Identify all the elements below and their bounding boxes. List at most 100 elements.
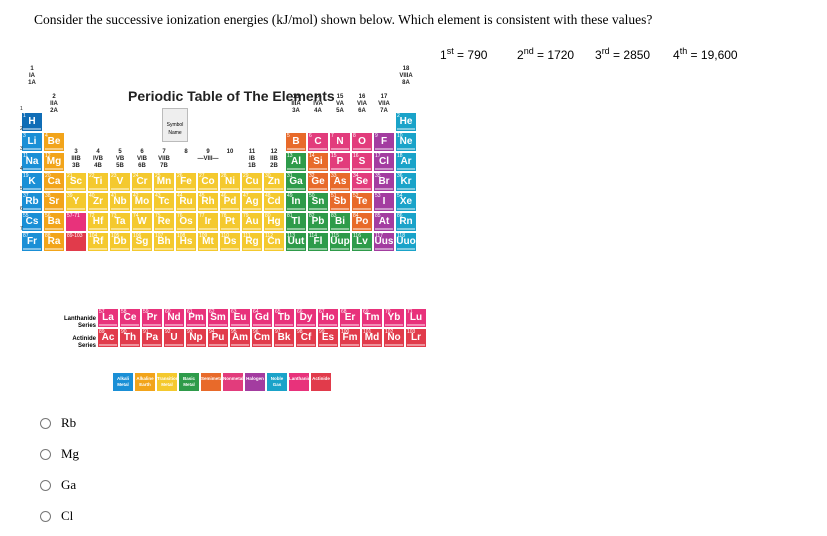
element-name-bar	[397, 168, 415, 170]
atomic-number: 63	[231, 309, 237, 315]
series-range: 89-103	[67, 233, 83, 239]
periodic-table-image: Periodic Table of The Elements Symbol Na…	[20, 66, 427, 392]
atomic-number: 14	[309, 153, 315, 159]
element-name-bar	[375, 248, 393, 250]
element-pb: 82 Pb	[307, 212, 329, 232]
element-sm: 62 Sm	[207, 308, 229, 328]
element-symbol: Fe	[180, 176, 192, 187]
atomic-number: 4	[45, 133, 48, 139]
atomic-number: 93	[187, 329, 193, 335]
element-name-bar	[309, 188, 327, 190]
element-bi: 83 Bi	[329, 212, 351, 232]
element-zr: 40 Zr	[87, 192, 109, 212]
element-name-bar	[45, 188, 63, 190]
option-mg[interactable]: Mg	[40, 445, 79, 463]
element-name-bar	[275, 324, 293, 326]
option-ga[interactable]: Ga	[40, 476, 76, 494]
radio-button[interactable]	[40, 417, 51, 429]
element-in: 49 In	[285, 192, 307, 212]
element-cr: 24 Cr	[131, 172, 153, 192]
element-name-bar	[231, 344, 249, 346]
element-name-bar	[23, 228, 41, 230]
element-tm: 69 Tm	[361, 308, 383, 328]
element-s: 16 S	[351, 152, 373, 172]
legend-transition: Transition Metal	[156, 372, 179, 392]
element-name-bar	[221, 208, 239, 210]
legend-halogen: Halogen	[244, 372, 266, 392]
element-name-bar	[309, 248, 327, 250]
element-lr: 103 Lr	[405, 328, 427, 348]
atomic-number: 102	[385, 329, 394, 335]
element-sn: 50 Sn	[307, 192, 329, 212]
option-rb[interactable]: Rb	[40, 414, 76, 432]
atomic-number: 115	[331, 233, 339, 239]
atomic-number: 13	[287, 153, 293, 159]
element-rn: 86 Rn	[395, 212, 417, 232]
element-name-bar	[45, 148, 63, 150]
element-sc: 21 Sc	[65, 172, 87, 192]
element-na: 11 Na	[21, 152, 43, 172]
element-be: 4 Be	[43, 132, 65, 152]
element-symbol: Re	[157, 216, 171, 227]
atomic-number: 83	[331, 213, 337, 219]
element-symbol: At	[378, 216, 390, 227]
element-name-bar	[199, 208, 217, 210]
atomic-number: 86	[397, 213, 403, 219]
element-symbol: Sm	[210, 312, 226, 323]
legend-basic: Basic Metal	[178, 372, 200, 392]
element-pt: 78 Pt	[219, 212, 241, 232]
option-cl[interactable]: Cl	[40, 507, 73, 525]
element-name-bar	[397, 128, 415, 130]
atomic-number: 46	[221, 193, 227, 199]
element-symbol: Po	[355, 216, 369, 227]
radio-button[interactable]	[40, 448, 51, 460]
atomic-number: 44	[177, 193, 183, 199]
element-symbol: Au	[245, 216, 259, 227]
element-name-bar	[297, 344, 315, 346]
radio-button[interactable]	[40, 479, 51, 491]
legend-nonmetal: Nonmetal	[222, 372, 244, 392]
element-os: 76 Os	[175, 212, 197, 232]
element-name-bar	[111, 228, 129, 230]
element-symbol: Al	[291, 156, 301, 167]
atomic-number: 15	[331, 153, 337, 159]
element-name-bar	[23, 188, 41, 190]
element-symbol: Nb	[113, 196, 127, 207]
element-symbol: Sg	[135, 236, 149, 247]
element-name-bar	[221, 188, 239, 190]
element-name-bar	[121, 324, 139, 326]
element-tc: 43 Tc	[153, 192, 175, 212]
element-ds: 110 Ds	[219, 232, 241, 252]
radio-button[interactable]	[40, 510, 51, 522]
atomic-number: 89	[99, 329, 105, 335]
element-name-bar	[67, 208, 85, 210]
element-tb: 65 Tb	[273, 308, 295, 328]
atomic-number: 52	[353, 193, 359, 199]
element-ra: 88 Ra	[43, 232, 65, 252]
period-number: 5	[20, 186, 23, 192]
atomic-number: 76	[177, 213, 183, 219]
element-name-bar	[397, 208, 415, 210]
element-ag: 47 Ag	[241, 192, 263, 212]
element-symbol: I	[382, 196, 386, 207]
group-header: 12 IIB 2B	[270, 149, 278, 169]
group-header: 13 IIIA 3A	[291, 94, 301, 114]
atomic-number: 78	[221, 213, 227, 219]
actinide-series-label: Actinide Series	[72, 336, 96, 349]
option-label: Ga	[61, 477, 77, 493]
element-name-bar	[111, 188, 129, 190]
element-symbol: Lr	[411, 332, 421, 343]
element-symbol: Bi	[335, 216, 345, 227]
element-name-bar	[319, 324, 337, 326]
element-symbol: Ni	[225, 176, 235, 187]
element-symbol: Bh	[157, 236, 171, 247]
atomic-number: 57	[99, 309, 105, 315]
atomic-number: 114	[309, 233, 317, 239]
element-name-bar	[187, 344, 205, 346]
atomic-number: 101	[363, 329, 372, 335]
element-symbol: Pr	[146, 312, 158, 323]
